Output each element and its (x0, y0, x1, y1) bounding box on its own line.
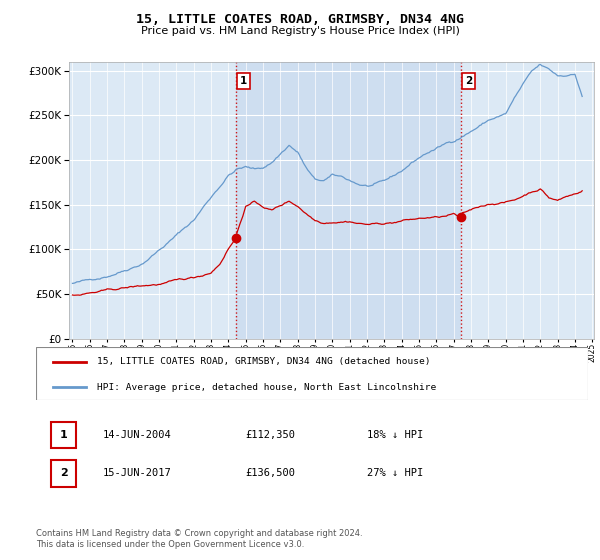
Text: Contains HM Land Registry data © Crown copyright and database right 2024.
This d: Contains HM Land Registry data © Crown c… (36, 529, 362, 549)
Text: 15, LITTLE COATES ROAD, GRIMSBY, DN34 4NG: 15, LITTLE COATES ROAD, GRIMSBY, DN34 4N… (136, 13, 464, 26)
Text: 14-JUN-2004: 14-JUN-2004 (102, 430, 171, 440)
Text: 27% ↓ HPI: 27% ↓ HPI (367, 468, 424, 478)
Text: 18% ↓ HPI: 18% ↓ HPI (367, 430, 424, 440)
FancyBboxPatch shape (52, 460, 76, 487)
Text: HPI: Average price, detached house, North East Lincolnshire: HPI: Average price, detached house, Nort… (97, 382, 436, 391)
Text: 1: 1 (60, 430, 67, 440)
Text: 2: 2 (465, 76, 472, 86)
Text: 15, LITTLE COATES ROAD, GRIMSBY, DN34 4NG (detached house): 15, LITTLE COATES ROAD, GRIMSBY, DN34 4N… (97, 357, 430, 366)
Text: 1: 1 (239, 76, 247, 86)
Text: £136,500: £136,500 (246, 468, 296, 478)
FancyBboxPatch shape (36, 347, 588, 400)
Text: £112,350: £112,350 (246, 430, 296, 440)
FancyBboxPatch shape (52, 422, 76, 449)
Bar (236, 62, 461, 339)
Text: Price paid vs. HM Land Registry's House Price Index (HPI): Price paid vs. HM Land Registry's House … (140, 26, 460, 36)
Text: 2: 2 (60, 468, 67, 478)
Text: 15-JUN-2017: 15-JUN-2017 (102, 468, 171, 478)
